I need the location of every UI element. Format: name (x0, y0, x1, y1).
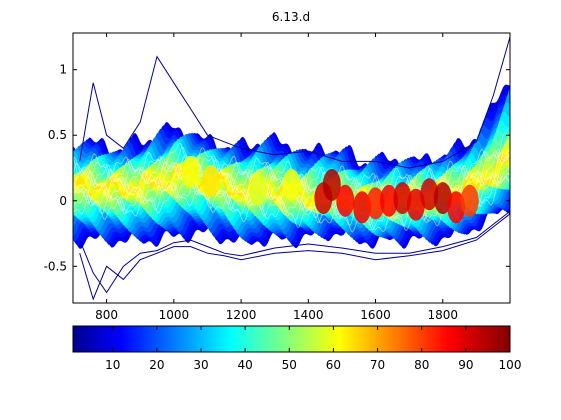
colorbar-tick-label: 20 (149, 358, 164, 372)
colorbar-tick-label: 30 (193, 358, 208, 372)
colorbar-tick-label: 70 (370, 358, 385, 372)
y-tick-label: 0.5 (48, 128, 67, 142)
contour-line (73, 172, 510, 233)
colorbar-tick-label: 60 (326, 358, 341, 372)
colorbar-tick-label: 80 (414, 358, 429, 372)
density-hotspot (460, 184, 479, 217)
plot-layer (73, 36, 510, 301)
density-hotspot (201, 165, 220, 198)
y-axis: -0.5 0 0.5 1 (44, 63, 510, 273)
plot-area: 800 1000 1200 1400 1600 1800 -0.5 0 0.5 1 (44, 32, 511, 322)
colorbar-tick-label: 50 (282, 358, 297, 372)
colorbar-frame (72, 325, 511, 353)
colorbar: 10 20 30 40 50 60 70 80 90 100 (72, 325, 521, 372)
colorbar-tick-label: 40 (238, 358, 253, 372)
density-hotspot (366, 187, 385, 220)
contour-line (73, 173, 510, 231)
chart-title: 6.13.d (272, 10, 310, 24)
density-hotspot (420, 178, 439, 211)
density-hotspot (380, 184, 398, 217)
outlier-trace (79, 213, 510, 301)
x-tick-label: 1800 (427, 308, 458, 322)
colorbar-ticks: 10 20 30 40 50 60 70 80 90 100 (105, 326, 521, 372)
density-hotspot (393, 182, 412, 215)
colorbar-gradient (73, 326, 510, 352)
y-tick-label: 1 (59, 63, 67, 77)
x-tick-label: 1200 (226, 308, 257, 322)
density-hotspot (282, 169, 301, 201)
plot-frame (72, 32, 511, 304)
outlier-trace (79, 210, 510, 294)
y-tick-label: 0 (59, 194, 67, 208)
density-hotspot (248, 174, 267, 207)
x-tick-label: 1000 (159, 308, 190, 322)
outlier-trace (79, 36, 510, 169)
x-tick-label: 800 (95, 308, 118, 322)
colorbar-tick-label: 100 (499, 358, 522, 372)
density-hotspot (353, 191, 372, 224)
y-tick-label: -0.5 (44, 259, 67, 273)
density-hotspot (181, 155, 200, 188)
colorbar-tick-label: 90 (458, 358, 473, 372)
density-hotspot (406, 188, 425, 221)
density-hotspot (447, 191, 466, 224)
x-tick-label: 1600 (360, 308, 391, 322)
x-axis: 800 1000 1200 1400 1600 1800 (95, 33, 458, 322)
density-hotspot (336, 184, 355, 217)
colorbar-tick-label: 10 (105, 358, 120, 372)
x-tick-label: 1400 (293, 308, 324, 322)
density-hotspot (322, 169, 341, 201)
